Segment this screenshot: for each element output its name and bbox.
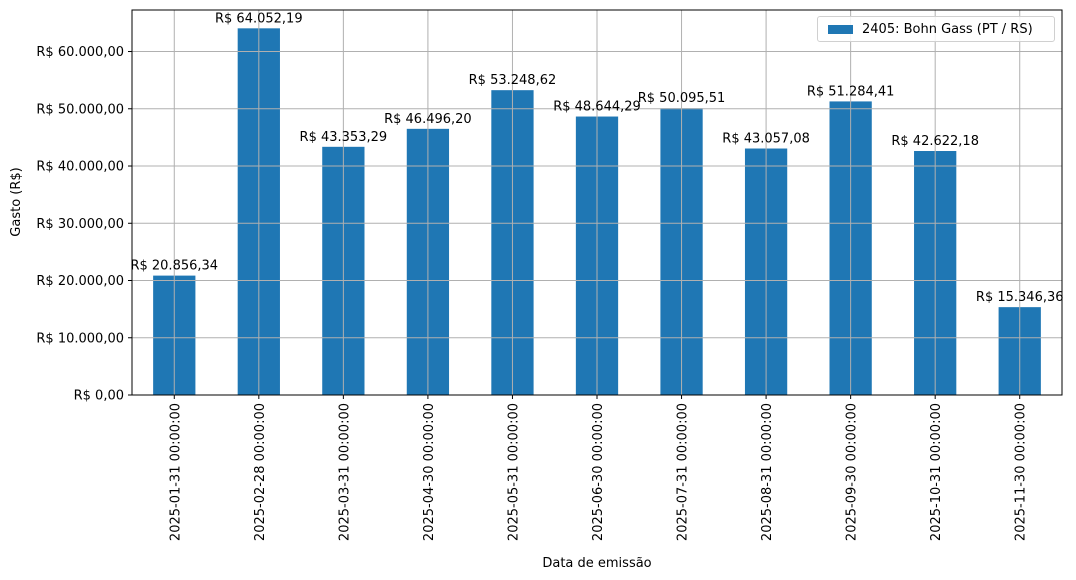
x-axis-label: Data de emissão <box>542 556 651 571</box>
x-tick-label: 2025-01-31 00:00:00 <box>168 403 183 541</box>
y-tick-label: R$ 30.000,00 <box>36 217 124 232</box>
bar-value-label: R$ 46.496,20 <box>384 112 472 127</box>
bar-value-label: R$ 51.284,41 <box>807 84 895 99</box>
y-tick-label: R$ 10.000,00 <box>36 331 124 346</box>
x-tick-label: 2025-10-31 00:00:00 <box>929 403 944 541</box>
bar-value-label: R$ 43.353,29 <box>300 130 388 145</box>
x-tick-label: 2025-03-31 00:00:00 <box>337 403 352 541</box>
bar-value-label: R$ 53.248,62 <box>469 73 557 88</box>
bar-value-label: R$ 50.095,51 <box>638 91 726 106</box>
bar-value-label: R$ 64.052,19 <box>215 11 303 26</box>
legend-swatch <box>828 24 853 34</box>
bar-value-label: R$ 15.346,36 <box>976 290 1064 305</box>
x-tick-label: 2025-04-30 00:00:00 <box>422 403 437 541</box>
x-tick-label: 2025-06-30 00:00:00 <box>591 403 606 541</box>
y-tick-label: R$ 40.000,00 <box>36 160 124 175</box>
bar-value-label: R$ 43.057,08 <box>722 132 810 147</box>
x-tick-label: 2025-07-31 00:00:00 <box>676 403 691 541</box>
bar-value-label: R$ 42.622,18 <box>891 134 979 149</box>
y-tick-label: R$ 20.000,00 <box>36 274 124 289</box>
y-axis-label: Gasto (R$) <box>9 167 24 236</box>
y-tick-label: R$ 50.000,00 <box>36 102 124 117</box>
x-tick-label: 2025-11-30 00:00:00 <box>1014 403 1029 541</box>
x-tick-label: 2025-08-31 00:00:00 <box>760 403 775 541</box>
legend: 2405: Bohn Gass (PT / RS) <box>817 16 1055 42</box>
x-axis: 2025-01-31 00:00:00 2025-02-28 00:00:00 20… <box>168 395 1029 541</box>
legend-label: 2405: Bohn Gass (PT / RS) <box>862 21 1033 37</box>
y-tick-label: R$ 60.000,00 <box>36 45 124 60</box>
x-tick-label: 2025-05-31 00:00:00 <box>506 403 521 541</box>
bar-value-label: R$ 48.644,29 <box>553 100 641 115</box>
bar-value-labels: R$ 20.856,34 R$ 64.052,19 R$ 43.353,29 R$ 4… <box>130 11 1063 305</box>
y-axis: R$ 0,00 R$ 10.000,00 R$ 20.000,00 R$ 30.000… <box>36 45 132 404</box>
x-tick-label: 2025-09-30 00:00:00 <box>845 403 860 541</box>
x-tick-label: 2025-02-28 00:00:00 <box>253 403 268 541</box>
bar-value-label: R$ 20.856,34 <box>130 259 218 274</box>
y-tick-label: R$ 0,00 <box>74 389 124 404</box>
